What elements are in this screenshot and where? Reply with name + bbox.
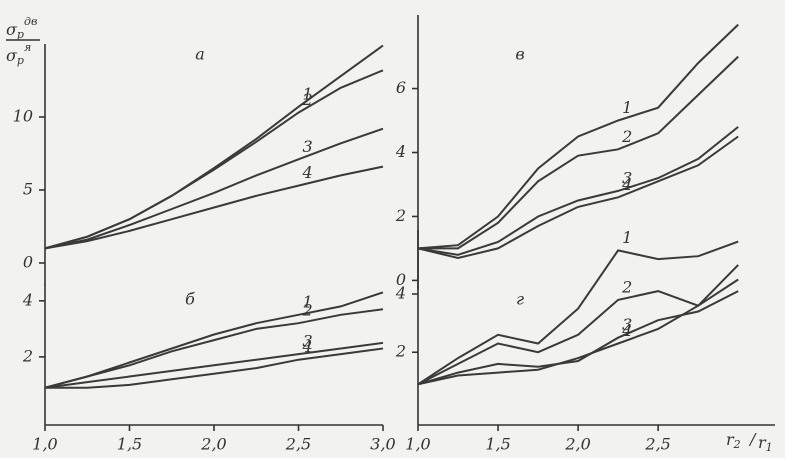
x-tick-label: 3,0 [370, 435, 395, 454]
label-sup: я [24, 41, 31, 54]
label-base: σ [6, 20, 18, 39]
x-tick-label: 1,0 [405, 435, 430, 454]
y-tick-label: 10 [13, 107, 33, 126]
curve-label: 1 [303, 292, 313, 311]
x-tick-label: 2,5 [285, 435, 311, 454]
label-sup: дв [24, 15, 37, 28]
y-tick-label: 0 [23, 253, 33, 272]
curve [44, 341, 384, 389]
y-tick-label: 2 [395, 342, 406, 361]
curve-label: 2 [302, 90, 313, 109]
label-sub: p [17, 28, 24, 41]
curve [44, 69, 384, 250]
curve-label: 2 [621, 277, 632, 296]
x-tick-label: 1,0 [32, 435, 57, 454]
curve [44, 165, 384, 250]
label-part: σpдв [6, 15, 37, 41]
curve [44, 127, 384, 250]
label-part: r1 [758, 433, 773, 455]
curve-label: 4 [621, 175, 632, 194]
label-sub: 2 [733, 438, 741, 451]
curve [417, 290, 739, 386]
label-base: r [726, 430, 735, 449]
panel-title: г [516, 290, 524, 309]
curve [417, 240, 739, 386]
x-tick-label: 2,0 [200, 435, 226, 454]
curve [417, 23, 739, 250]
x-tick-label: 1,5 [117, 435, 142, 454]
y-tick-label: 6 [396, 78, 406, 97]
curve-label: 1 [622, 228, 632, 247]
label-part: r2 [726, 430, 741, 452]
label-base: σ [6, 46, 18, 65]
curve-label: 2 [302, 301, 313, 320]
curve-label: 3 [303, 332, 313, 351]
curve [417, 135, 739, 260]
curve-label: 4 [621, 321, 632, 340]
curve-label: 4 [302, 163, 313, 182]
label-sub: 1 [766, 441, 773, 454]
panel-title: в [515, 45, 524, 64]
curve-label: 1 [622, 98, 632, 117]
label-part: σpя [6, 41, 31, 67]
panel-title: б [185, 290, 195, 309]
curve [44, 308, 384, 389]
label-sub: p [17, 54, 24, 67]
curve-label: 3 [303, 137, 313, 156]
curve-label: 2 [621, 127, 632, 146]
y-tick-label: 4 [395, 284, 406, 303]
curve [417, 264, 739, 386]
x-tick-label: 1,5 [485, 435, 510, 454]
panel-title: а [195, 45, 205, 64]
label-base: r [758, 433, 767, 452]
y-tick-label: 4 [22, 290, 33, 309]
curve [417, 278, 739, 386]
curve [45, 347, 384, 389]
y-tick-label: 2 [395, 206, 406, 225]
x-tick-label: 2,0 [564, 435, 590, 454]
curve-label: 3 [622, 168, 632, 187]
curve-label: 3 [622, 315, 632, 334]
curve [417, 126, 739, 256]
y-tick-label: 0 [396, 270, 406, 289]
y-tick-label: 5 [23, 180, 33, 199]
x-axis-label: r2/r1 [726, 430, 773, 455]
curve [418, 55, 739, 250]
y-tick-label: 4 [395, 142, 406, 161]
curve-label: 1 [303, 84, 313, 103]
label-separator: / [748, 430, 757, 449]
y-tick-label: 2 [22, 346, 33, 365]
x-tick-label: 2,5 [644, 435, 670, 454]
curve-label: 4 [302, 337, 313, 356]
